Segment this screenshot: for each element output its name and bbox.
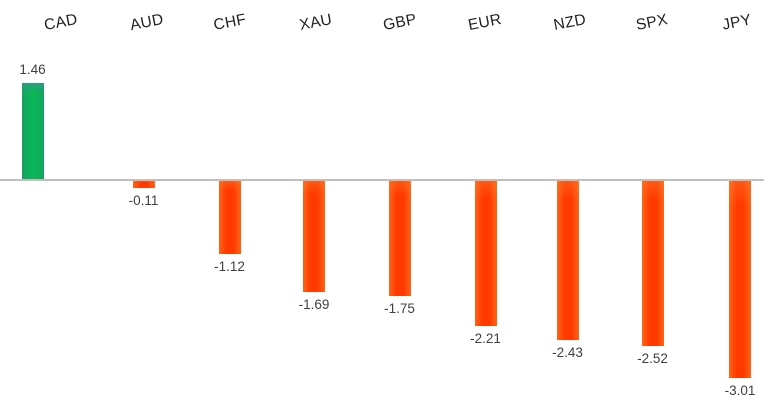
value-label-cad: 1.46 [19, 62, 46, 78]
bar-jpy [729, 181, 751, 379]
bar-spx [641, 181, 664, 347]
category-label-spx: SPX [634, 11, 670, 34]
value-label-aud: -0.11 [128, 193, 159, 209]
value-label-eur: -2.21 [470, 330, 501, 346]
category-label-cad: CAD [42, 10, 80, 35]
category-label-gbp: GBP [381, 10, 419, 35]
value-label-chf: -1.12 [214, 259, 245, 275]
value-label-gbp: -1.75 [384, 300, 415, 316]
bar-aud [132, 181, 155, 189]
value-label-nzd: -2.43 [552, 345, 583, 361]
category-label-xau: XAU [298, 11, 334, 34]
category-label-aud: AUD [128, 10, 166, 35]
category-label-chf: CHF [212, 11, 248, 34]
bar-gbp [388, 181, 411, 296]
value-label-xau: -1.69 [298, 296, 330, 312]
bar-chf [218, 181, 241, 255]
category-label-jpy: JPY [720, 11, 753, 34]
bar-xau [303, 181, 325, 292]
value-label-spx: -2.52 [637, 351, 668, 367]
category-label-eur: EUR [466, 10, 504, 35]
value-label-jpy: -3.01 [724, 383, 756, 399]
category-label-nzd: NZD [552, 11, 588, 34]
bar-cad [21, 83, 44, 179]
bar-eur [474, 181, 497, 326]
bar-nzd [556, 181, 579, 341]
x-axis-baseline [0, 179, 764, 181]
